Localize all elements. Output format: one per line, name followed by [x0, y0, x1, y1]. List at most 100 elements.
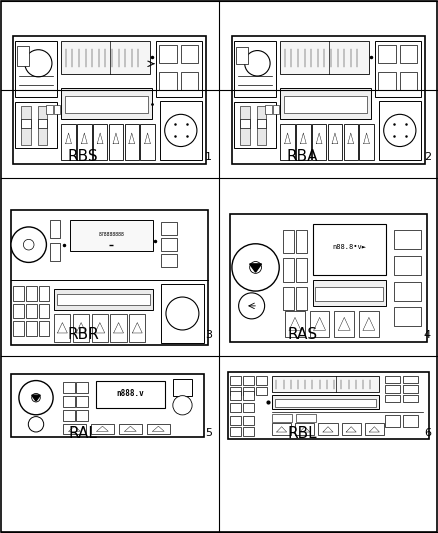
Bar: [393, 281, 421, 301]
Bar: [181, 45, 198, 63]
Bar: [272, 376, 379, 392]
Text: 6: 6: [424, 429, 431, 439]
Bar: [230, 416, 241, 425]
Bar: [230, 391, 241, 400]
Bar: [54, 289, 153, 310]
Bar: [295, 423, 314, 435]
Bar: [230, 214, 427, 342]
Bar: [13, 321, 24, 336]
Text: RBL: RBL: [287, 426, 317, 441]
Circle shape: [11, 227, 46, 262]
Bar: [280, 88, 371, 119]
Bar: [161, 284, 204, 343]
Bar: [256, 376, 267, 384]
Polygon shape: [32, 395, 40, 401]
Bar: [91, 424, 114, 434]
Bar: [276, 399, 376, 407]
Bar: [11, 374, 204, 437]
Bar: [13, 36, 206, 164]
Bar: [296, 287, 307, 310]
Bar: [378, 72, 396, 91]
Bar: [257, 119, 266, 127]
Bar: [46, 105, 53, 114]
Bar: [400, 72, 417, 91]
Bar: [280, 124, 295, 160]
Text: 1: 1: [205, 152, 212, 161]
Bar: [21, 119, 31, 127]
Bar: [272, 105, 279, 114]
Bar: [334, 311, 354, 337]
Text: RBS: RBS: [68, 149, 99, 164]
Bar: [234, 41, 276, 97]
Bar: [54, 313, 71, 342]
Text: n888.v: n888.v: [117, 389, 144, 398]
Bar: [61, 124, 76, 160]
Bar: [39, 321, 49, 336]
Bar: [77, 124, 92, 160]
Bar: [257, 106, 266, 144]
Circle shape: [384, 114, 416, 147]
Bar: [403, 415, 418, 427]
Bar: [77, 410, 88, 421]
Bar: [296, 124, 311, 160]
Bar: [161, 254, 177, 268]
Bar: [21, 106, 31, 144]
Bar: [280, 41, 369, 74]
Circle shape: [245, 51, 270, 76]
Bar: [283, 287, 294, 310]
Bar: [73, 313, 89, 342]
Bar: [159, 101, 202, 160]
Circle shape: [19, 381, 53, 415]
Circle shape: [173, 395, 192, 415]
Bar: [272, 394, 379, 409]
Bar: [272, 414, 292, 422]
Bar: [230, 386, 241, 395]
Bar: [39, 286, 49, 301]
Bar: [296, 259, 307, 281]
Bar: [403, 385, 418, 393]
Bar: [283, 259, 294, 281]
Bar: [378, 45, 396, 63]
Bar: [50, 220, 60, 238]
Circle shape: [250, 262, 261, 273]
Bar: [63, 397, 74, 407]
Bar: [65, 96, 148, 114]
Bar: [385, 385, 400, 393]
Bar: [109, 124, 123, 160]
Bar: [57, 294, 150, 305]
Bar: [230, 376, 241, 384]
Bar: [318, 423, 338, 435]
Bar: [243, 386, 254, 395]
Text: RAS: RAS: [287, 327, 317, 342]
Bar: [243, 376, 254, 384]
Bar: [315, 287, 384, 301]
Bar: [243, 427, 254, 436]
Bar: [15, 41, 57, 97]
Bar: [61, 88, 152, 119]
Bar: [63, 383, 74, 393]
Bar: [129, 313, 145, 342]
Bar: [328, 124, 342, 160]
Bar: [92, 313, 108, 342]
Bar: [313, 224, 385, 275]
Bar: [161, 222, 177, 235]
Bar: [256, 386, 267, 395]
Bar: [38, 119, 47, 127]
Bar: [38, 106, 47, 144]
Text: 878888888: 878888888: [99, 231, 124, 237]
Bar: [343, 124, 358, 160]
Circle shape: [32, 393, 40, 402]
Bar: [400, 45, 417, 63]
Bar: [313, 280, 385, 306]
Bar: [243, 416, 254, 425]
Text: RBR: RBR: [67, 327, 99, 342]
Bar: [26, 286, 36, 301]
Bar: [365, 423, 384, 435]
Bar: [230, 402, 241, 412]
Bar: [110, 313, 127, 342]
Circle shape: [166, 297, 199, 330]
Text: 4: 4: [424, 329, 431, 340]
Bar: [312, 124, 326, 160]
Bar: [359, 124, 374, 160]
Text: n88.8•v►: n88.8•v►: [332, 244, 366, 250]
